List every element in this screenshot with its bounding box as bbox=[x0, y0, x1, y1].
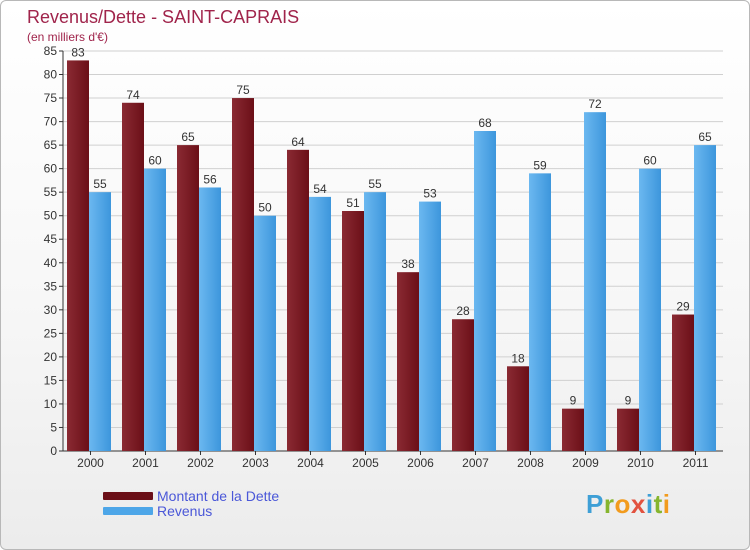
x-tick-label: 2008 bbox=[517, 456, 544, 470]
bar-revenus bbox=[584, 112, 606, 452]
x-tick-label: 2005 bbox=[352, 456, 379, 470]
x-tick-label: 2001 bbox=[132, 456, 159, 470]
bar-dette bbox=[177, 145, 199, 451]
data-label-revenus: 56 bbox=[203, 172, 217, 186]
bar-dette bbox=[342, 211, 364, 451]
bar-dette bbox=[452, 319, 474, 451]
bar-dette bbox=[122, 102, 144, 451]
y-tick-label: 30 bbox=[44, 303, 58, 317]
data-label-dette: 75 bbox=[236, 83, 250, 97]
bar-dette bbox=[397, 272, 419, 451]
x-tick-label: 2006 bbox=[407, 456, 434, 470]
proxiti-logo: Proxiti bbox=[586, 489, 671, 519]
bar-revenus bbox=[309, 196, 331, 451]
bar-revenus bbox=[529, 173, 551, 451]
y-tick-label: 15 bbox=[44, 373, 58, 387]
y-tick-label: 25 bbox=[44, 326, 58, 340]
data-label-revenus: 68 bbox=[478, 116, 492, 130]
y-tick-label: 35 bbox=[44, 279, 58, 293]
y-tick-label: 80 bbox=[44, 68, 58, 82]
bar-dette bbox=[562, 408, 584, 451]
y-tick-label: 50 bbox=[44, 209, 58, 223]
bar-dette bbox=[287, 149, 309, 451]
x-tick-label: 2000 bbox=[77, 456, 104, 470]
legend-label-revenus: Revenus bbox=[157, 502, 213, 519]
bar-revenus bbox=[199, 187, 221, 451]
data-label-dette: 18 bbox=[511, 351, 525, 365]
x-tick-label: 2002 bbox=[187, 456, 214, 470]
data-label-dette: 29 bbox=[676, 300, 690, 314]
data-label-revenus: 65 bbox=[698, 130, 712, 144]
chart-legend: Montant de la Dette Revenus bbox=[103, 487, 280, 519]
data-label-dette: 51 bbox=[346, 196, 360, 210]
bar-revenus bbox=[639, 168, 661, 451]
y-tick-label: 55 bbox=[44, 185, 58, 199]
data-label-revenus: 53 bbox=[423, 187, 437, 201]
chart-subtitle: (en milliers d'€) bbox=[27, 30, 108, 44]
data-label-dette: 65 bbox=[181, 130, 195, 144]
x-tick-label: 2010 bbox=[627, 456, 654, 470]
y-tick-label: 65 bbox=[44, 138, 58, 152]
y-tick-label: 70 bbox=[44, 115, 58, 129]
bar-dette bbox=[617, 408, 639, 451]
data-label-revenus: 55 bbox=[368, 177, 382, 191]
data-label-revenus: 55 bbox=[93, 177, 107, 191]
x-tick-label: 2004 bbox=[297, 456, 324, 470]
data-label-revenus: 72 bbox=[588, 97, 602, 111]
data-label-dette: 28 bbox=[456, 304, 470, 318]
data-label-dette: 9 bbox=[625, 394, 632, 408]
data-label-revenus: 54 bbox=[313, 182, 327, 196]
x-tick-label: 2011 bbox=[683, 456, 709, 470]
y-tick-label: 45 bbox=[44, 232, 58, 246]
bar-revenus bbox=[254, 215, 276, 451]
data-label-dette: 38 bbox=[401, 257, 415, 271]
data-label-revenus: 50 bbox=[258, 201, 272, 215]
bar-revenus bbox=[89, 192, 111, 452]
x-tick-label: 2009 bbox=[572, 456, 599, 470]
data-label-revenus: 60 bbox=[643, 154, 657, 168]
y-tick-label: 40 bbox=[44, 256, 58, 270]
y-tick-label: 85 bbox=[44, 44, 58, 58]
bar-dette bbox=[507, 366, 529, 451]
data-label-revenus: 59 bbox=[533, 158, 547, 172]
bar-revenus bbox=[474, 131, 496, 451]
data-label-revenus: 60 bbox=[148, 154, 162, 168]
bar-revenus bbox=[364, 192, 386, 452]
bar-dette bbox=[672, 314, 694, 451]
legend-item-dette: Montant de la Dette bbox=[103, 487, 280, 504]
chart-title: Revenus/Dette - SAINT-CAPRAIS bbox=[27, 7, 300, 27]
y-tick-label: 60 bbox=[44, 162, 58, 176]
data-label-dette: 83 bbox=[71, 45, 85, 59]
legend-swatch-revenus bbox=[103, 506, 153, 515]
data-label-dette: 64 bbox=[291, 135, 305, 149]
x-tick-label: 2003 bbox=[242, 456, 269, 470]
y-tick-label: 10 bbox=[44, 397, 58, 411]
data-label-dette: 9 bbox=[570, 394, 577, 408]
bar-revenus bbox=[694, 145, 716, 451]
bar-dette bbox=[67, 60, 89, 451]
bar-revenus bbox=[419, 201, 441, 451]
y-tick-label: 75 bbox=[44, 91, 58, 105]
legend-item-revenus: Revenus bbox=[103, 502, 279, 519]
data-label-dette: 74 bbox=[126, 88, 140, 102]
x-tick-label: 2007 bbox=[462, 456, 489, 470]
y-tick-label: 20 bbox=[44, 350, 58, 364]
legend-swatch-dette bbox=[103, 491, 153, 500]
legend-label-dette: Montant de la Dette bbox=[157, 487, 280, 504]
y-tick-label: 5 bbox=[50, 420, 57, 434]
y-tick-label: 0 bbox=[50, 444, 57, 458]
bar-revenus bbox=[144, 168, 166, 451]
bar-dette bbox=[232, 98, 254, 451]
